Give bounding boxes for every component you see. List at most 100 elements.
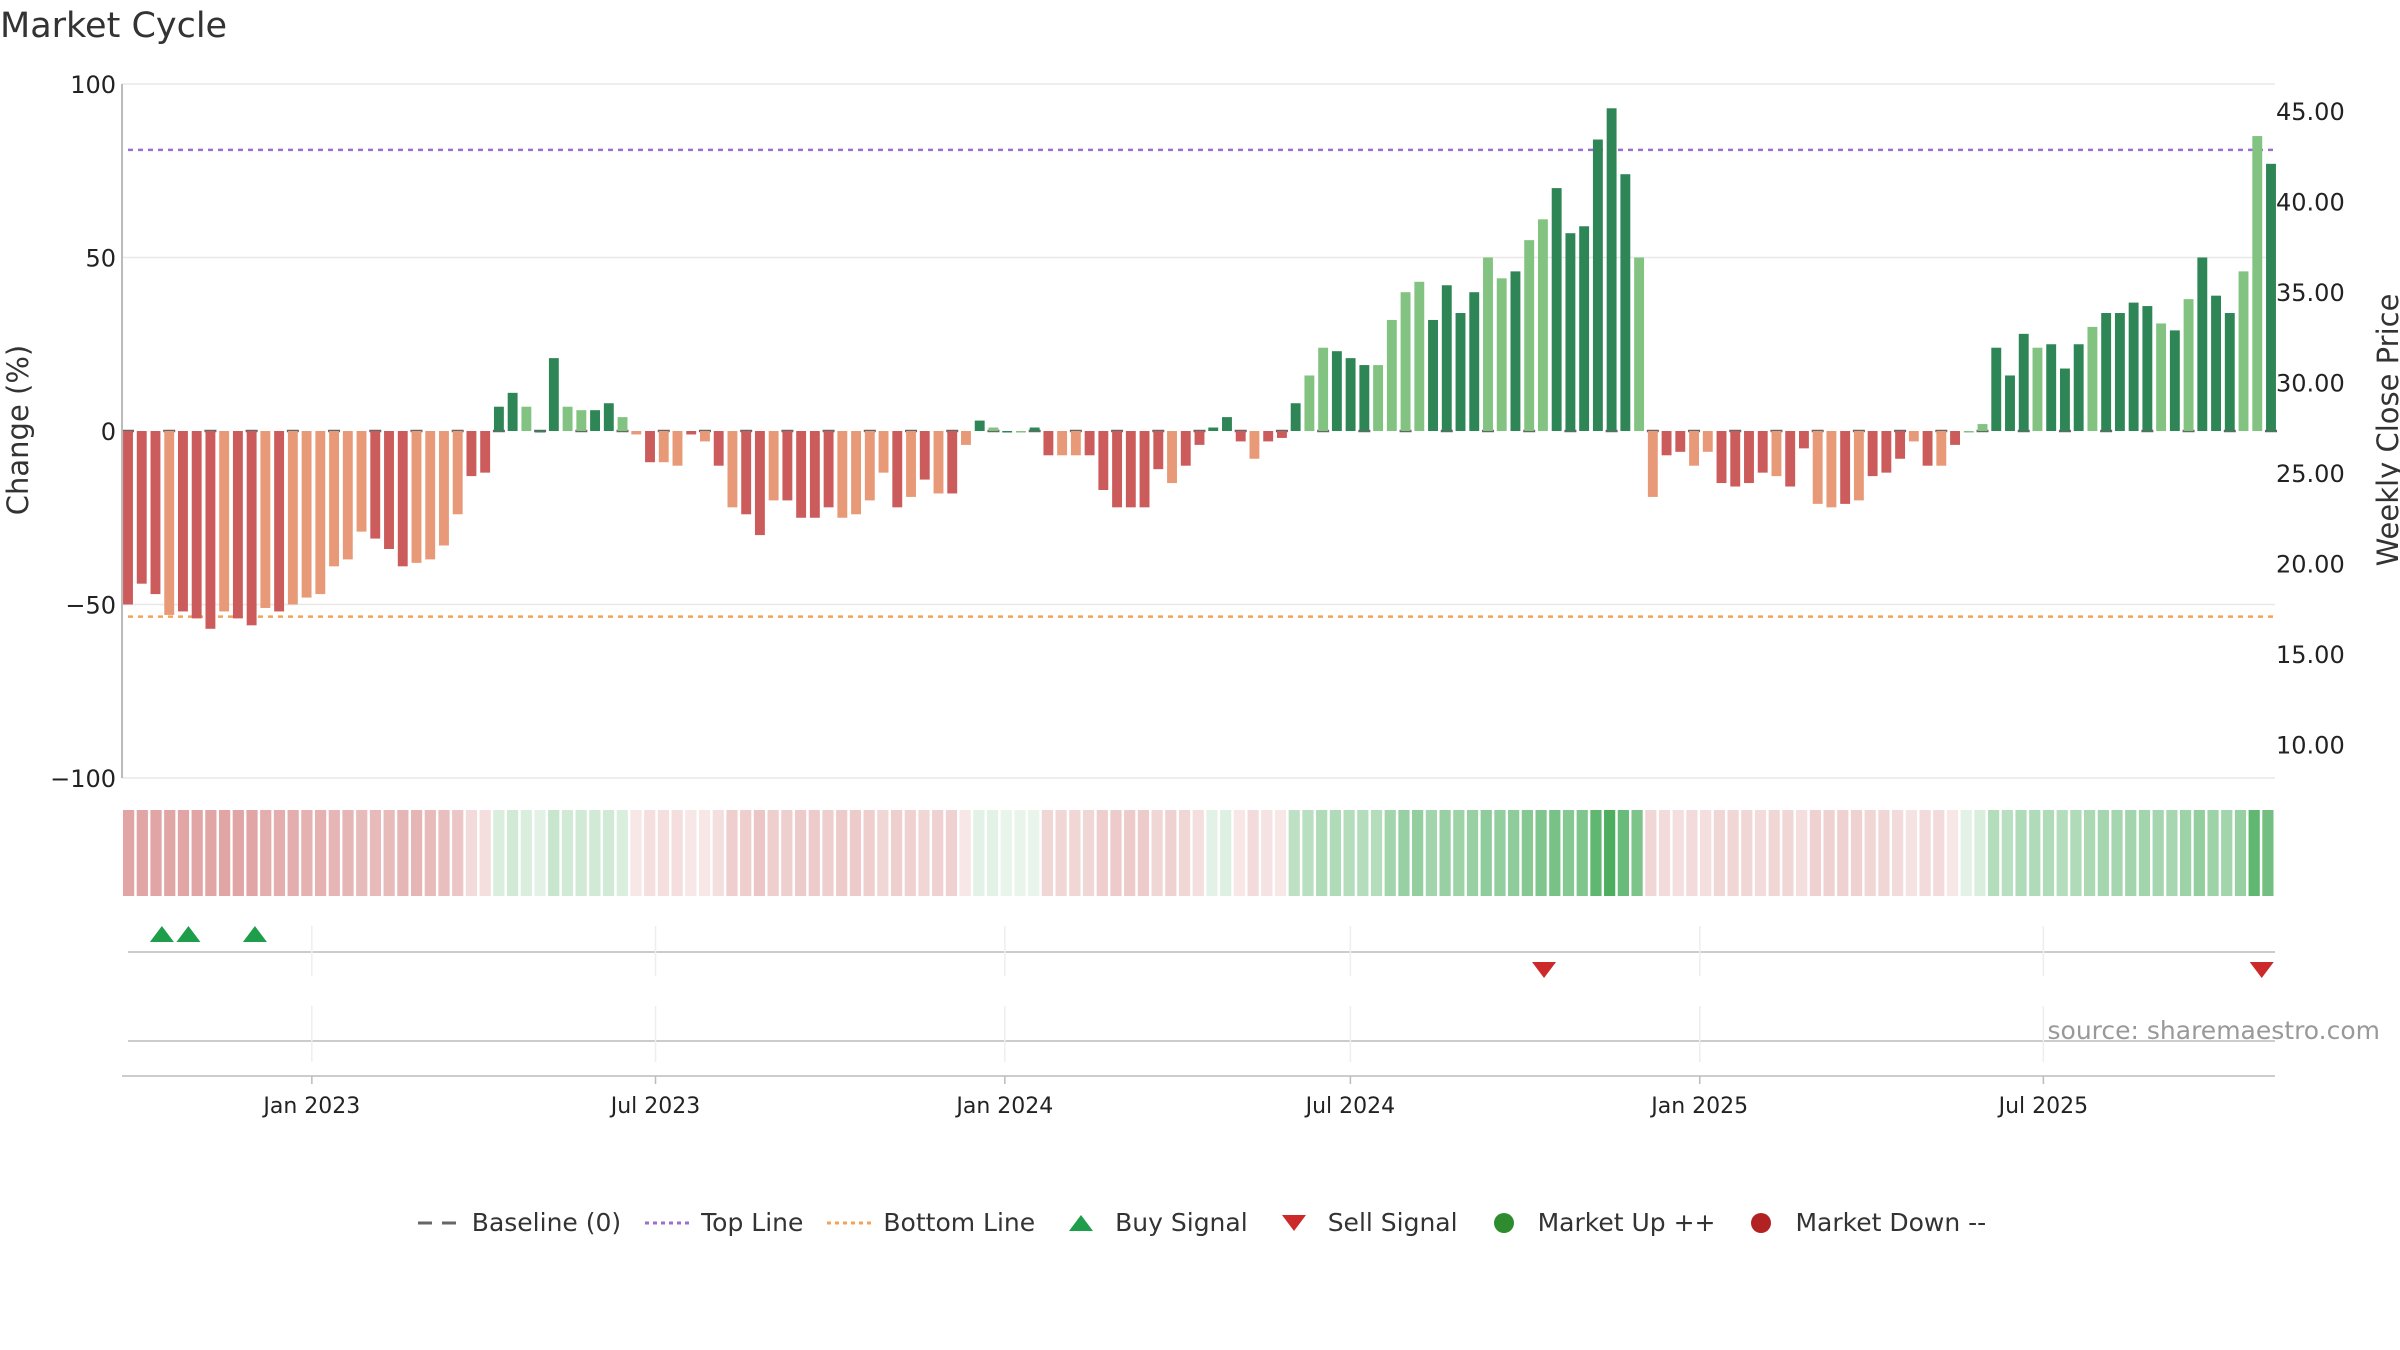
bar <box>2032 347 2043 431</box>
strip-cell <box>2138 810 2151 896</box>
legend-item-buy: Buy Signal <box>1057 1208 1248 1237</box>
bar <box>2087 326 2098 431</box>
bar <box>2183 299 2194 431</box>
bar <box>562 406 573 431</box>
strip-cell <box>1316 810 1328 896</box>
strip-cell <box>1946 810 1959 896</box>
axes: 100 50 0 −50 −100 45.00 40.00 35.00 30.00 25.00 20… <box>50 71 2345 793</box>
x-tick-label: Jul 2024 <box>1304 1094 1396 1119</box>
bar <box>439 431 449 546</box>
strip-cell <box>177 810 190 896</box>
strip-cell <box>136 810 148 896</box>
strip-cell <box>1425 810 1437 896</box>
bar <box>1895 431 1906 459</box>
bar <box>1057 431 1068 456</box>
strip-cell <box>506 810 519 896</box>
bar <box>741 431 752 515</box>
bar <box>1606 108 1617 431</box>
bar <box>191 431 202 619</box>
bar <box>576 410 587 431</box>
strip-cell <box>836 810 848 896</box>
bar <box>315 431 326 595</box>
strip-cell <box>273 810 286 896</box>
strip-cell <box>973 810 985 896</box>
strip-cell <box>1398 810 1410 896</box>
bar <box>452 431 463 515</box>
legend-label: Baseline (0) <box>471 1208 622 1237</box>
bar <box>1029 427 1040 431</box>
y2-tick-label: 15.00 <box>2276 641 2345 669</box>
bar <box>219 431 230 612</box>
strip-cell <box>534 810 546 896</box>
y2-tick-label: 20.00 <box>2276 551 2345 579</box>
bar <box>1716 431 1727 484</box>
strip-cell <box>356 810 368 896</box>
circle-icon <box>1493 1212 1514 1233</box>
bar <box>1881 431 1892 473</box>
strip-cell <box>1892 810 1904 896</box>
bar <box>1730 431 1741 487</box>
bar <box>1276 431 1287 438</box>
bar <box>754 431 765 536</box>
bar <box>1592 139 1603 431</box>
bar <box>1180 431 1191 466</box>
buy-signal-marker <box>242 926 267 942</box>
strip-cell <box>1165 810 1177 896</box>
dotted-line-icon <box>645 1221 690 1224</box>
bar <box>851 431 862 515</box>
bar <box>645 431 655 463</box>
strip-cell <box>218 810 231 896</box>
strip-cell <box>1850 810 1863 896</box>
strip-cell <box>1000 810 1012 896</box>
bar <box>2197 257 2208 431</box>
bar <box>947 431 958 494</box>
strip-cell <box>1864 810 1876 896</box>
bar <box>260 431 271 608</box>
strip-cell <box>1439 810 1451 896</box>
bar <box>1070 431 1081 456</box>
strip-cell <box>397 810 409 896</box>
strip-cell <box>753 810 766 896</box>
bar <box>1015 431 1026 433</box>
bar <box>287 431 298 605</box>
strip-cell <box>2207 810 2219 896</box>
strip-cell <box>1796 810 1808 896</box>
strip-cell <box>452 810 464 896</box>
dotted-line-icon <box>827 1221 872 1224</box>
legend-item-sell: Sell Signal <box>1270 1208 1458 1237</box>
bar <box>1867 431 1878 477</box>
bar <box>493 406 504 431</box>
strip-cell <box>1508 810 1520 896</box>
strip-cell <box>1960 810 1972 896</box>
legend-item-bottom-line: Bottom Line <box>825 1208 1035 1237</box>
bar <box>1950 431 1960 445</box>
strip-cell <box>685 810 697 896</box>
strip-cell <box>2084 810 2096 896</box>
source-label: source: sharemaestro.com <box>2047 1016 2381 1045</box>
bar <box>1853 431 1864 501</box>
bar <box>480 431 491 473</box>
strip-cell <box>849 810 862 896</box>
bar <box>1689 431 1699 466</box>
bar <box>1414 281 1425 431</box>
y2-tick-label: 40.00 <box>2276 189 2345 217</box>
bar <box>2224 313 2235 431</box>
strip-cell <box>1933 810 1945 896</box>
bar <box>1098 431 1109 490</box>
bar <box>2238 271 2249 431</box>
bar <box>1496 278 1507 431</box>
buy-signal-marker <box>176 926 201 942</box>
bar <box>1579 226 1590 431</box>
strip-cell <box>1535 810 1547 896</box>
bar <box>246 431 257 626</box>
legend-label: Bottom Line <box>883 1208 1036 1237</box>
bar <box>1908 431 1919 442</box>
bar <box>2211 295 2221 431</box>
strip-cell <box>1782 810 1794 896</box>
strip-cell <box>2042 810 2055 896</box>
strip-cell <box>2180 810 2192 896</box>
bar <box>590 410 601 431</box>
strip-cell <box>1069 810 1081 896</box>
bar <box>1400 292 1411 431</box>
